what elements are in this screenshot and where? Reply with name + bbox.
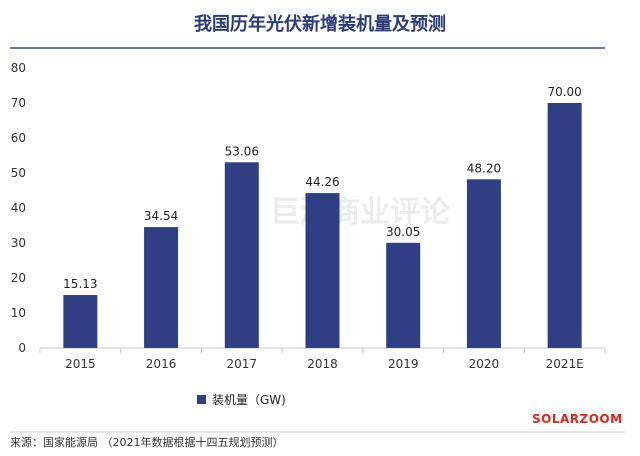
bar-2018 [305,193,340,348]
x-tick-label: 2015 [65,357,96,371]
y-tick-label: 70 [11,96,26,110]
bar-2016 [144,227,179,348]
bar-2015 [63,295,98,348]
bar-value-label: 34.54 [144,209,178,223]
y-axis-ticks: 0 10 20 30 40 50 60 70 80 [11,61,26,355]
x-tick-label: 2017 [227,357,258,371]
y-tick-label: 60 [11,131,26,145]
x-tick-label: 2019 [388,357,419,371]
y-tick-label: 40 [11,201,26,215]
bar-value-label: 15.13 [63,277,97,291]
bar-2021E [547,103,582,348]
chart-title: 我国历年光伏新增装机量及预测 [194,13,446,35]
bar-value-label: 48.20 [467,161,501,175]
legend-label: 装机量（GW) [212,393,286,407]
bar-value-label: 53.06 [225,144,259,158]
x-tick-label: 2018 [307,357,338,371]
y-tick-label: 10 [11,306,26,320]
bars-group [63,103,582,348]
x-tick-label: 2016 [146,357,177,371]
bar-value-label: 44.26 [305,175,339,189]
bar-2017 [224,162,259,348]
x-tick-label: 2020 [469,357,500,371]
brand-logo-text: SOLARZOOM [532,412,623,426]
bar-value-labels: 15.13 34.54 53.06 44.26 30.05 48.20 70.00 [63,85,582,291]
bar-value-label: 70.00 [547,85,581,99]
y-tick-label: 30 [11,236,26,250]
y-tick-label: 0 [18,341,26,355]
bar-2020 [466,179,501,348]
legend: 装机量（GW) [197,393,286,407]
legend-swatch [197,395,206,404]
y-tick-label: 80 [11,61,26,75]
bar-value-label: 30.05 [386,225,420,239]
y-tick-label: 20 [11,271,26,285]
x-axis-ticks: 2015 2016 2017 2018 2019 2020 2021E [39,348,606,371]
source-note: 来源：国家能源局 （2021年数据根据十四五规划预测） [10,435,284,449]
bar-2019 [386,242,421,348]
x-tick-label: 2021E [546,357,584,371]
y-tick-label: 50 [11,166,26,180]
watermark-text: 巨潮商业评论 [270,195,451,230]
